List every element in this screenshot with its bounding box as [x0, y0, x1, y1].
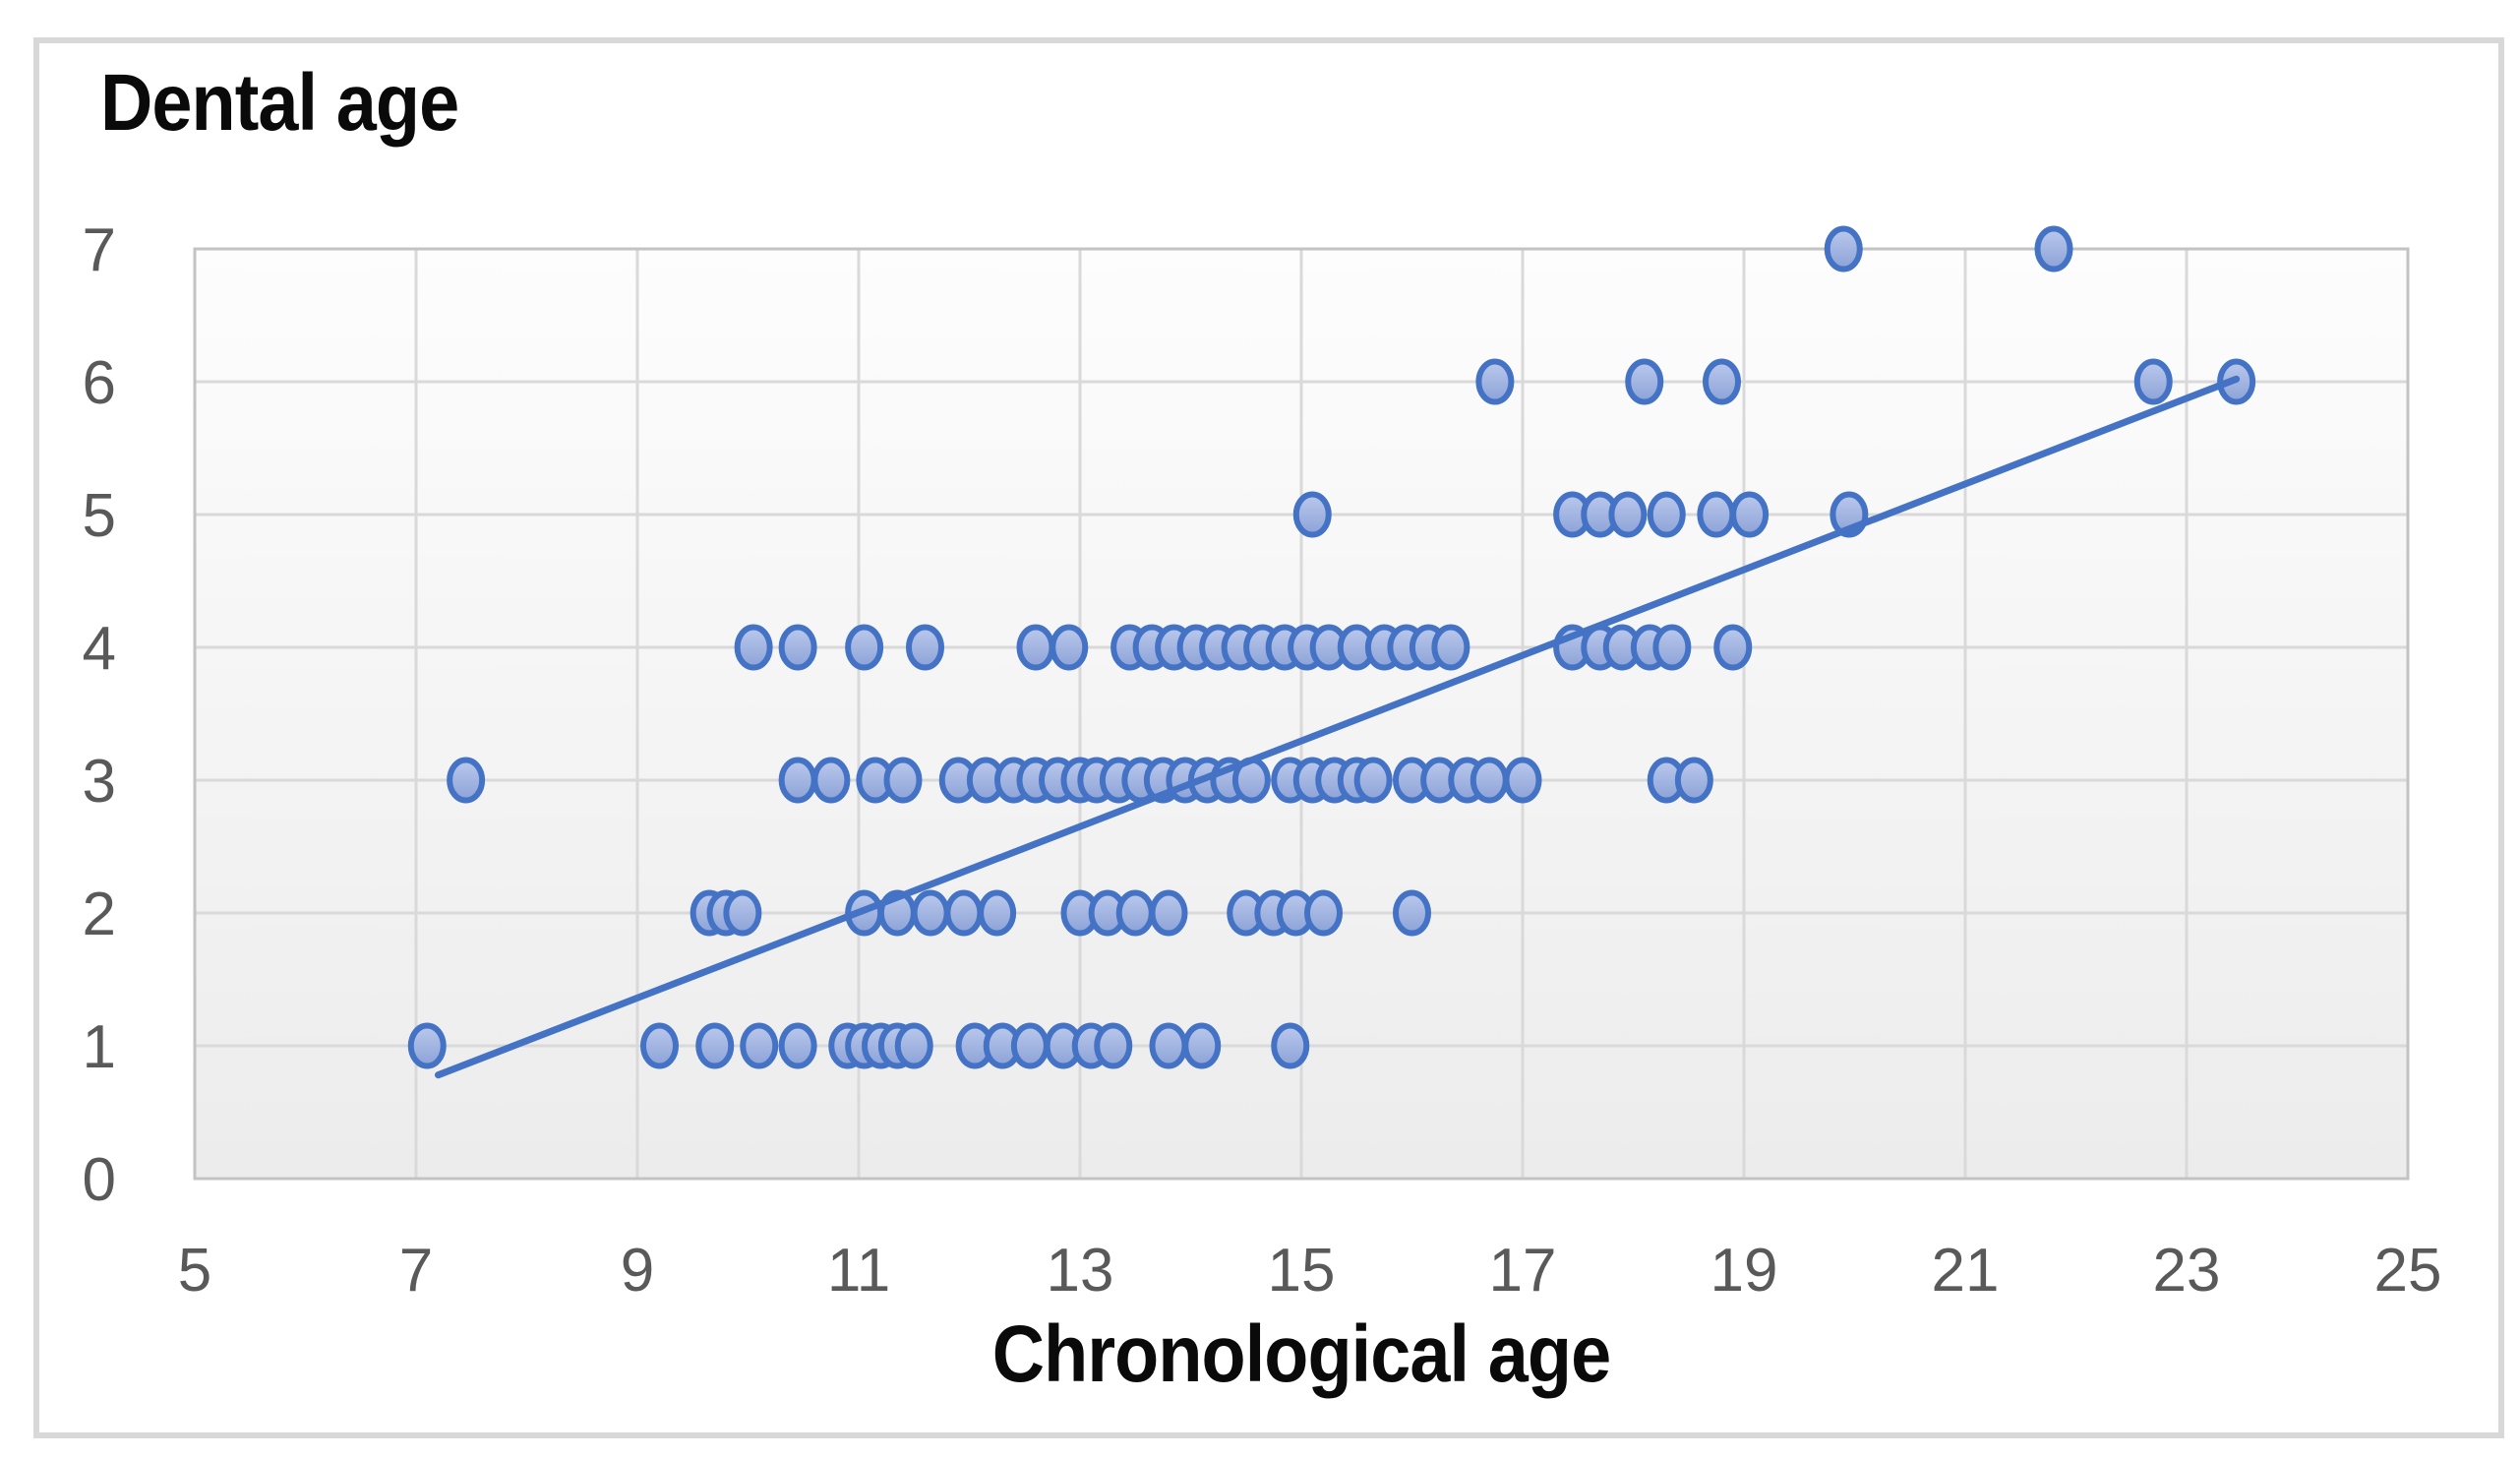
scatter-point [1292, 491, 1332, 538]
scatter-point [1475, 358, 1515, 405]
scatter-point [1730, 491, 1770, 538]
scatter-point [695, 1022, 735, 1069]
scatter-point [845, 624, 884, 671]
scatter-point [1647, 491, 1686, 538]
y-tick-label: 2 [83, 881, 116, 948]
x-tick-label: 19 [1710, 1237, 1778, 1305]
scatter-point [1016, 624, 1055, 671]
y-tick-labels: 0 1 2 3 4 5 6 7 [83, 216, 116, 1214]
scatter-point [1149, 1022, 1188, 1069]
scatter-point [1393, 889, 1431, 937]
x-tick-labels: 5 7 9 11 13 15 17 19 21 23 25 [178, 1237, 2442, 1305]
y-tick-label: 5 [83, 482, 116, 550]
x-tick-label: 15 [1268, 1237, 1336, 1305]
scatter-point [911, 889, 950, 937]
scatter-point [407, 1022, 447, 1069]
scatter-point [1149, 889, 1188, 937]
scatter-point [734, 624, 773, 671]
y-tick-label: 0 [83, 1146, 116, 1214]
y-tick-label: 4 [83, 615, 116, 683]
scatter-point [1431, 624, 1470, 671]
scatter-point [447, 757, 486, 804]
x-axis-title: Chronological age [991, 1309, 1611, 1399]
scatter-point [1503, 757, 1542, 804]
scatter-point [1094, 1022, 1133, 1069]
scatter-point [1824, 225, 1863, 273]
x-tick-label: 11 [827, 1237, 890, 1305]
scatter-point [1470, 757, 1509, 804]
scatter-point [1182, 1022, 1222, 1069]
x-tick-label: 25 [2374, 1237, 2442, 1305]
scatter-point [894, 1022, 933, 1069]
trendline [435, 375, 2241, 1079]
y-tick-label: 1 [83, 1013, 116, 1081]
scatter-point [1608, 491, 1648, 538]
scatter-point [811, 757, 851, 804]
scatter-point [1353, 757, 1393, 804]
scatter-point [1713, 624, 1753, 671]
scatter-point [778, 1022, 817, 1069]
chart-title: Dental age [100, 58, 459, 148]
plot-border [193, 247, 2410, 1181]
scatter-point [906, 624, 944, 671]
scatter-point [740, 1022, 779, 1069]
scatter-point [1271, 1022, 1310, 1069]
scatter-point [1010, 1022, 1050, 1069]
x-tick-label: 17 [1489, 1237, 1557, 1305]
y-tick-label: 7 [83, 216, 116, 284]
y-tick-label: 3 [83, 748, 116, 816]
scatter-point [1625, 358, 1664, 405]
scatter-point [1115, 889, 1155, 937]
scatter-point [978, 889, 1017, 937]
x-tick-label: 23 [2153, 1237, 2221, 1305]
scatter-point [944, 889, 984, 937]
scatter-point [1703, 358, 1741, 405]
scatter-point [723, 889, 762, 937]
scatter-point [1674, 757, 1713, 804]
x-tick-label: 5 [178, 1237, 211, 1305]
scatter-point [1697, 491, 1736, 538]
x-tick-label: 21 [1932, 1237, 2000, 1305]
scatter-point [1304, 889, 1343, 937]
scatter-point [2034, 225, 2073, 273]
scatter-point [1050, 624, 1089, 671]
scatter-point [778, 757, 817, 804]
y-tick-label: 6 [83, 349, 116, 417]
scatter-point [883, 757, 923, 804]
scatter-points [407, 225, 2256, 1069]
x-tick-label: 13 [1047, 1237, 1114, 1305]
scatter-point [1652, 624, 1692, 671]
x-tick-label: 9 [621, 1237, 654, 1305]
scatter-point [640, 1022, 679, 1069]
scatter-point [778, 624, 817, 671]
x-tick-label: 7 [399, 1237, 433, 1305]
scatter-point [2133, 358, 2173, 405]
